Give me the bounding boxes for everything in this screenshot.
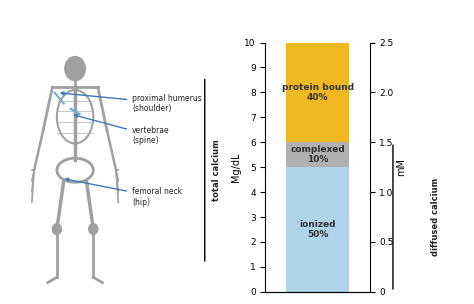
Text: protein bound
40%: protein bound 40% xyxy=(282,83,354,102)
Bar xyxy=(286,43,349,142)
Text: vertebrae
(spine): vertebrae (spine) xyxy=(75,115,170,145)
Text: total calcium: total calcium xyxy=(212,139,220,201)
Bar xyxy=(286,142,349,167)
Y-axis label: Mg/dL: Mg/dL xyxy=(231,152,241,182)
Y-axis label: mM: mM xyxy=(397,158,407,176)
Text: Calcium is a salt: Calcium is a salt xyxy=(299,12,412,25)
Circle shape xyxy=(52,224,62,234)
Text: proximal humerus
(shoulder): proximal humerus (shoulder) xyxy=(61,92,202,113)
Text: diffused calcium: diffused calcium xyxy=(431,178,440,256)
Bar xyxy=(286,167,349,292)
Circle shape xyxy=(65,57,85,81)
Circle shape xyxy=(89,224,98,234)
Text: femoral neck
(hip): femoral neck (hip) xyxy=(66,178,182,207)
Text: complexed
10%: complexed 10% xyxy=(290,145,345,164)
Text: ionized
50%: ionized 50% xyxy=(299,220,336,239)
Text: Calcium is a mineral: Calcium is a mineral xyxy=(48,12,189,25)
